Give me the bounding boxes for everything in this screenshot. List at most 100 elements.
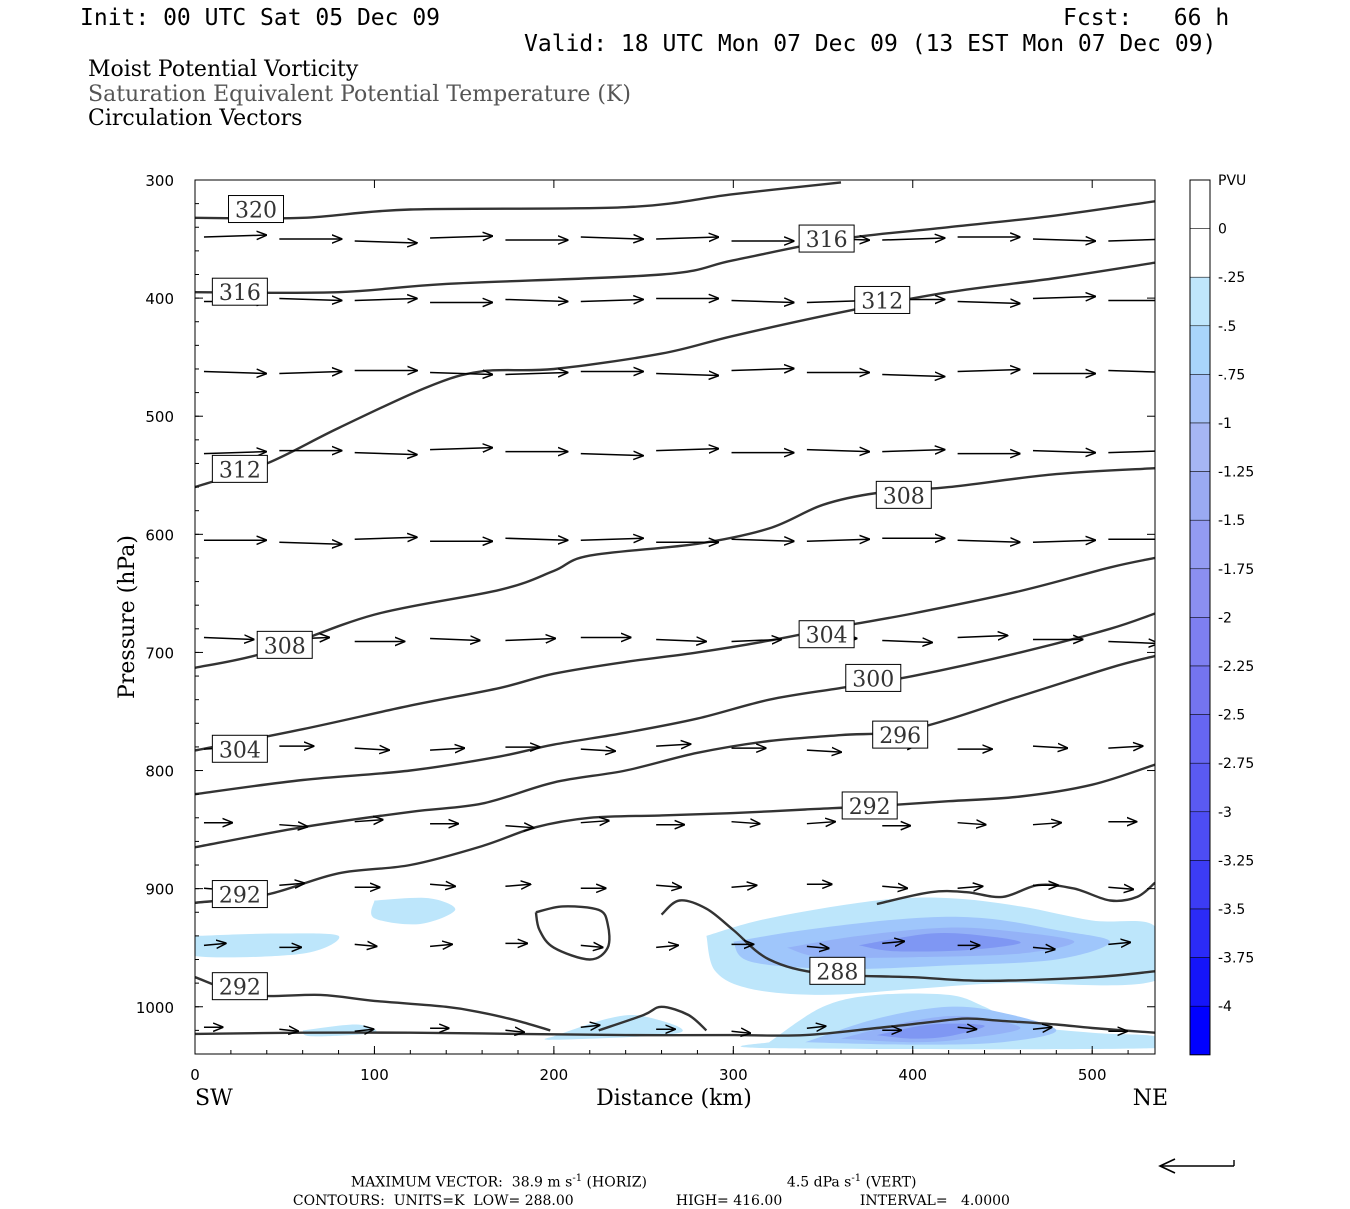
colorbar-label: -.5 bbox=[1218, 319, 1236, 335]
vector-arrow bbox=[1032, 451, 1095, 453]
vector-arrow bbox=[580, 299, 643, 301]
x-left-end-label: SW bbox=[195, 1086, 233, 1111]
interval-label: INTERVAL= bbox=[859, 1193, 948, 1209]
colorbar-label: -4 bbox=[1218, 999, 1232, 1015]
y-tick-label: 400 bbox=[145, 290, 174, 308]
footer-max-vert: 4.5 dPa s-1 (VERT) bbox=[778, 1157, 917, 1191]
vector-arrow bbox=[580, 1025, 600, 1027]
vector-arrow bbox=[1108, 450, 1155, 454]
x-tick-label: 100 bbox=[360, 1066, 389, 1084]
vector-arrow bbox=[656, 449, 718, 451]
svg-text:304: 304 bbox=[806, 624, 848, 649]
contour-320 bbox=[195, 181, 842, 220]
vector-arrow bbox=[505, 826, 533, 828]
colorbar-label: -2.5 bbox=[1218, 708, 1245, 724]
y-axis-title: Pressure (hPa) bbox=[115, 535, 140, 699]
vector-arrow bbox=[1108, 746, 1142, 748]
colorbar-swatch bbox=[1189, 519, 1211, 570]
vector-arrow bbox=[279, 1029, 298, 1031]
forecast-hour: Fcst: 66 h bbox=[1063, 5, 1230, 31]
y-tick-label: 300 bbox=[145, 172, 174, 190]
svg-text:320: 320 bbox=[235, 199, 277, 224]
y-tick-label: 1000 bbox=[136, 999, 174, 1017]
vector-arrow bbox=[957, 370, 1020, 372]
svg-text:312: 312 bbox=[219, 458, 261, 483]
contours-label: CONTOURS: bbox=[292, 1193, 385, 1209]
vector-arrow bbox=[731, 300, 794, 302]
vector-arrow bbox=[882, 640, 932, 642]
vector-arrow bbox=[580, 821, 609, 823]
x-tick-label: 300 bbox=[719, 1066, 748, 1084]
vector-arrow bbox=[806, 822, 835, 824]
plot-frame bbox=[194, 179, 1156, 1055]
vector-arrow bbox=[505, 538, 567, 540]
vector-arrow bbox=[430, 373, 492, 375]
colorbar-swatch bbox=[1189, 811, 1211, 861]
vector-arrow bbox=[1108, 369, 1155, 373]
vector-arrow bbox=[279, 883, 304, 885]
contour-label: 292 bbox=[211, 972, 268, 1001]
high-label: HIGH= bbox=[675, 1193, 729, 1209]
colorbar-label: -.25 bbox=[1218, 270, 1245, 286]
colorbar-label: -.75 bbox=[1218, 367, 1245, 383]
y-tick-label: 800 bbox=[145, 763, 174, 781]
vector-arrow bbox=[505, 884, 530, 886]
vector-arrow bbox=[957, 635, 1008, 637]
exponent: -1 bbox=[851, 1173, 862, 1184]
contour-label: 296 bbox=[872, 720, 929, 749]
vector-arrow bbox=[731, 885, 757, 887]
svg-text:292: 292 bbox=[849, 795, 891, 820]
vector-arrow bbox=[580, 749, 615, 751]
vector-arrow bbox=[203, 235, 266, 237]
colorbar-swatch bbox=[1189, 471, 1211, 521]
vector-arrow bbox=[1108, 887, 1133, 889]
y-tick-label: 900 bbox=[145, 881, 174, 899]
vector-arrow bbox=[806, 539, 869, 541]
contour-label: 316 bbox=[211, 277, 268, 306]
pv-shading bbox=[195, 897, 1155, 1050]
vector-arrow bbox=[957, 301, 1020, 303]
contour-label: 288 bbox=[809, 956, 866, 985]
vector-arrow bbox=[354, 1029, 374, 1031]
vector-arrow bbox=[1108, 641, 1155, 643]
vector-arrow bbox=[1032, 296, 1095, 298]
svg-text:312: 312 bbox=[861, 289, 903, 314]
colorbar-swatch bbox=[1189, 617, 1211, 667]
contour-288 bbox=[195, 1017, 1155, 1037]
contour-300 bbox=[195, 612, 1155, 796]
vector-arrow bbox=[731, 822, 760, 824]
contour-label: 312 bbox=[211, 454, 268, 483]
svg-text:288: 288 bbox=[816, 960, 858, 985]
contour-label: 308 bbox=[256, 630, 313, 659]
contour-288 bbox=[534, 905, 611, 961]
colorbar-label: -1.25 bbox=[1218, 465, 1254, 481]
colorbar-label: -3.5 bbox=[1218, 902, 1245, 918]
interval-value: 4.0000 bbox=[960, 1193, 1010, 1209]
vector-arrow bbox=[656, 945, 678, 947]
colorbar-label: -3 bbox=[1218, 805, 1232, 821]
vector-arrow bbox=[731, 539, 794, 541]
colorbar-swatch bbox=[1189, 908, 1211, 958]
vector-arrow bbox=[957, 823, 986, 825]
pv-region bbox=[195, 933, 340, 958]
vector-arrow bbox=[957, 540, 1020, 542]
contour-units: UNITS=K bbox=[393, 1193, 465, 1209]
colorbar-label: -1 bbox=[1218, 416, 1232, 432]
colorbar-swatch bbox=[1189, 762, 1211, 813]
vector-arrow bbox=[430, 638, 480, 640]
vector-arrow bbox=[580, 454, 643, 456]
vector-arrow bbox=[882, 450, 944, 452]
svg-text:300: 300 bbox=[852, 667, 894, 692]
colorbar-swatch bbox=[1189, 1005, 1211, 1056]
y-tick-label: 700 bbox=[145, 644, 174, 662]
vector-arrow bbox=[731, 639, 782, 641]
max-horiz-value: 38.9 m s bbox=[511, 1174, 573, 1191]
footer-interval: INTERVAL= 4.0000 bbox=[851, 1177, 1010, 1209]
max-vert-value: 4.5 dPa s bbox=[786, 1174, 852, 1191]
footer-contours: CONTOURS: UNITS=K LOW= 288.00 bbox=[284, 1177, 574, 1209]
colorbar-swatch bbox=[1189, 325, 1211, 375]
colorbar-swatch bbox=[1189, 374, 1211, 424]
vector-arrow bbox=[1108, 238, 1155, 242]
contour-label: 304 bbox=[798, 620, 855, 649]
